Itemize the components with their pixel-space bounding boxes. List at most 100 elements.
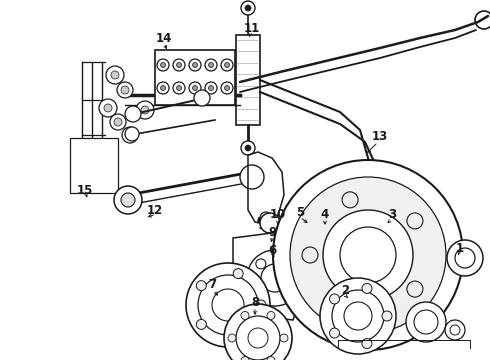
Circle shape (342, 192, 358, 208)
Circle shape (342, 302, 358, 318)
Circle shape (382, 311, 392, 321)
Circle shape (205, 82, 217, 94)
Circle shape (173, 82, 185, 94)
Circle shape (125, 127, 139, 141)
Circle shape (193, 85, 197, 90)
Circle shape (455, 248, 475, 268)
Circle shape (209, 85, 214, 90)
Circle shape (260, 213, 280, 233)
Circle shape (256, 259, 266, 269)
Circle shape (212, 289, 244, 321)
Circle shape (241, 311, 249, 319)
Circle shape (245, 5, 251, 11)
Text: 11: 11 (244, 22, 260, 35)
Circle shape (325, 227, 335, 237)
Text: 4: 4 (321, 208, 329, 221)
Circle shape (330, 294, 340, 304)
Circle shape (114, 186, 142, 214)
Text: 1: 1 (456, 242, 464, 255)
Circle shape (320, 278, 396, 354)
Circle shape (117, 82, 133, 98)
Circle shape (256, 300, 266, 310)
Circle shape (320, 222, 340, 242)
Bar (70, 138, 118, 193)
Circle shape (196, 280, 206, 291)
Text: 2: 2 (341, 284, 349, 297)
Circle shape (447, 240, 483, 276)
Circle shape (344, 302, 372, 330)
Text: 3: 3 (388, 208, 396, 221)
Circle shape (261, 264, 289, 292)
Circle shape (445, 320, 465, 340)
Circle shape (126, 131, 134, 139)
Circle shape (336, 217, 352, 233)
Text: 15: 15 (77, 184, 93, 197)
Circle shape (176, 63, 181, 68)
Circle shape (280, 334, 288, 342)
Circle shape (236, 316, 280, 360)
Circle shape (362, 283, 372, 293)
Circle shape (122, 127, 138, 143)
Circle shape (176, 85, 181, 90)
Circle shape (304, 212, 332, 240)
Circle shape (240, 165, 264, 189)
Circle shape (241, 356, 249, 360)
Circle shape (106, 66, 124, 84)
Circle shape (141, 106, 149, 114)
Circle shape (193, 63, 197, 68)
Circle shape (407, 281, 423, 297)
Circle shape (475, 11, 490, 29)
Text: 13: 13 (372, 130, 388, 144)
Circle shape (248, 328, 268, 348)
Circle shape (284, 287, 294, 297)
Circle shape (221, 59, 233, 71)
Circle shape (161, 85, 166, 90)
Circle shape (228, 334, 236, 342)
Circle shape (157, 59, 169, 71)
Circle shape (189, 82, 201, 94)
Circle shape (267, 311, 275, 319)
Circle shape (111, 71, 119, 79)
Circle shape (221, 82, 233, 94)
Circle shape (302, 247, 318, 263)
Circle shape (273, 160, 463, 350)
Circle shape (110, 114, 126, 130)
Text: 14: 14 (156, 31, 172, 45)
Circle shape (256, 287, 266, 297)
Circle shape (157, 82, 169, 94)
Circle shape (406, 302, 446, 342)
Text: 8: 8 (251, 296, 259, 309)
Circle shape (233, 269, 243, 279)
Circle shape (332, 290, 384, 342)
Circle shape (194, 90, 210, 106)
Circle shape (121, 193, 135, 207)
Circle shape (209, 63, 214, 68)
Circle shape (450, 325, 460, 335)
Circle shape (323, 210, 413, 300)
Circle shape (186, 263, 270, 347)
Bar (236, 35, 260, 125)
Circle shape (224, 85, 229, 90)
Circle shape (173, 59, 185, 71)
Circle shape (407, 213, 423, 229)
Circle shape (330, 328, 340, 338)
Circle shape (284, 259, 294, 269)
Circle shape (196, 319, 206, 329)
Circle shape (310, 218, 326, 234)
Circle shape (224, 63, 229, 68)
Circle shape (241, 1, 255, 15)
Circle shape (247, 250, 303, 306)
Circle shape (414, 310, 438, 334)
Circle shape (205, 59, 217, 71)
Circle shape (362, 339, 372, 348)
Circle shape (161, 63, 166, 68)
Text: 9: 9 (268, 225, 276, 238)
Circle shape (104, 104, 112, 112)
Text: 5: 5 (296, 206, 304, 219)
Circle shape (267, 356, 275, 360)
Circle shape (340, 227, 396, 283)
Circle shape (290, 177, 446, 333)
Circle shape (125, 106, 141, 122)
Circle shape (189, 59, 201, 71)
Text: 6: 6 (268, 243, 276, 256)
